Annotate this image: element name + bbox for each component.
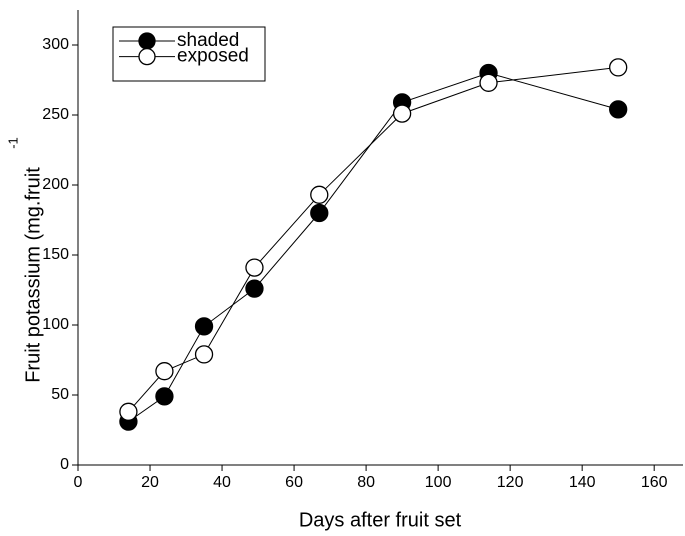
data-point (245, 258, 264, 277)
x-tick-label: 80 (357, 474, 375, 491)
y-axis-title-group: Fruit potassium (mg.fruit -1 (5, 137, 44, 383)
legend-box (112, 26, 266, 82)
y-tick-label: 200 (42, 176, 69, 193)
x-tick-label: 20 (141, 474, 159, 491)
data-point (609, 100, 628, 119)
data-point (155, 387, 174, 406)
y-tick-label: 250 (42, 106, 69, 123)
y-tick-label: 150 (42, 246, 69, 263)
y-axis-title-superscript: -1 (5, 137, 20, 149)
data-point (155, 362, 174, 381)
data-point (119, 402, 138, 421)
data-point (194, 345, 214, 364)
x-tick-label: 100 (425, 474, 452, 491)
data-point (310, 185, 329, 204)
x-tick-label: 120 (497, 474, 524, 491)
data-point (194, 317, 214, 336)
y-tick-label: 50 (51, 386, 69, 403)
x-axis-title: Days after fruit set (299, 509, 462, 531)
x-tick-label: 40 (213, 474, 231, 491)
x-tick-label: 140 (569, 474, 596, 491)
x-tick-label: 0 (74, 474, 83, 491)
legend-label: shaded (177, 30, 239, 51)
legend-label: exposed (177, 46, 249, 67)
data-point (609, 58, 628, 77)
y-tick-label: 300 (42, 36, 69, 53)
data-point (245, 279, 264, 298)
legend-marker (138, 32, 156, 50)
data-point (479, 73, 498, 92)
x-tick-label: 160 (641, 474, 668, 491)
y-axis-title: Fruit potassium (mg.fruit (22, 167, 44, 383)
data-point (310, 203, 329, 223)
legend-marker (138, 47, 156, 66)
data-point (392, 104, 412, 123)
y-tick-label: 100 (42, 316, 69, 333)
series-line (128, 72, 619, 423)
y-tick-label: 0 (60, 456, 69, 473)
x-tick-label: 60 (285, 474, 303, 491)
